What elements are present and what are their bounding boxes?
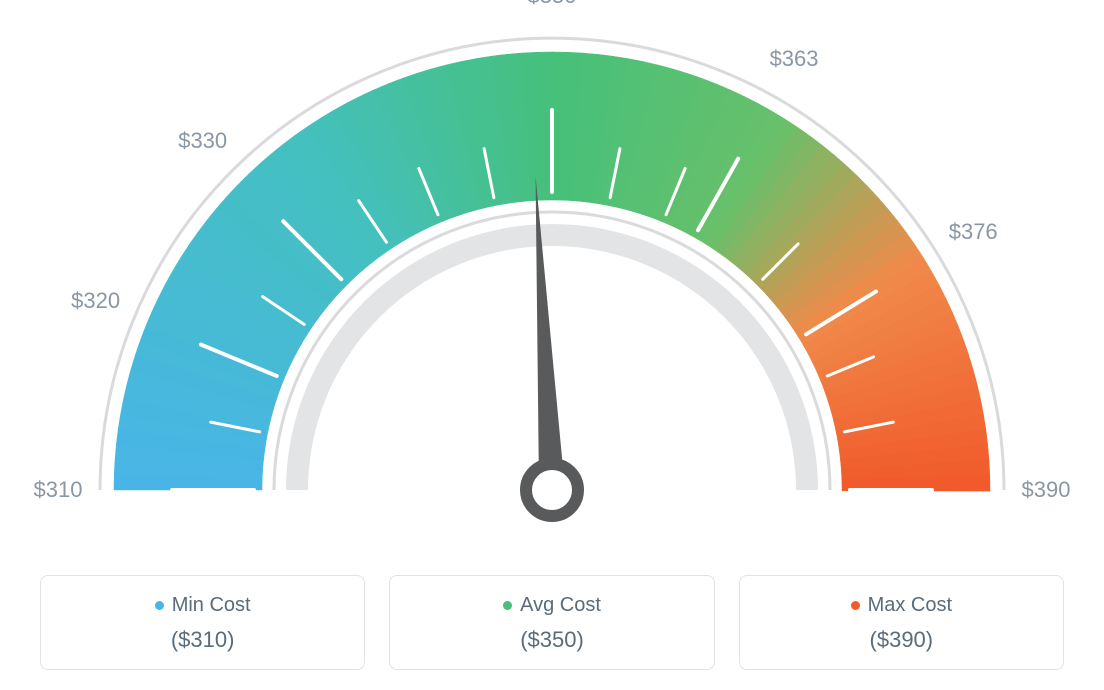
gauge-tick-label: $320 <box>71 288 120 314</box>
legend-title-max: Max Cost <box>750 594 1053 617</box>
legend-dot-icon <box>155 601 164 610</box>
legend-value-min: ($310) <box>51 627 354 653</box>
legend-card-min: Min Cost ($310) <box>40 575 365 670</box>
legend-value-max: ($390) <box>750 627 1053 653</box>
legend-label-max: Max Cost <box>868 594 952 616</box>
legend-card-max: Max Cost ($390) <box>739 575 1064 670</box>
gauge-tick-label: $390 <box>1022 477 1071 503</box>
gauge-tick-label: $330 <box>178 128 227 154</box>
legend-card-avg: Avg Cost ($350) <box>389 575 714 670</box>
legend-dot-icon <box>503 601 512 610</box>
gauge-chart: $310 $320 $330 $350 $363 $376 $390 <box>0 0 1104 560</box>
gauge-tick-label: $350 <box>528 0 577 9</box>
gauge-svg <box>0 0 1104 560</box>
legend-value-avg: ($350) <box>400 627 703 653</box>
gauge-tick-label: $363 <box>770 46 819 72</box>
legend-label-avg: Avg Cost <box>520 594 601 616</box>
legend-row: Min Cost ($310) Avg Cost ($350) Max Cost… <box>40 575 1064 670</box>
gauge-tick-label: $376 <box>949 219 998 245</box>
gauge-tick-label: $310 <box>34 477 83 503</box>
legend-title-avg: Avg Cost <box>400 594 703 617</box>
legend-title-min: Min Cost <box>51 594 354 617</box>
legend-label-min: Min Cost <box>172 594 251 616</box>
legend-dot-icon <box>851 601 860 610</box>
